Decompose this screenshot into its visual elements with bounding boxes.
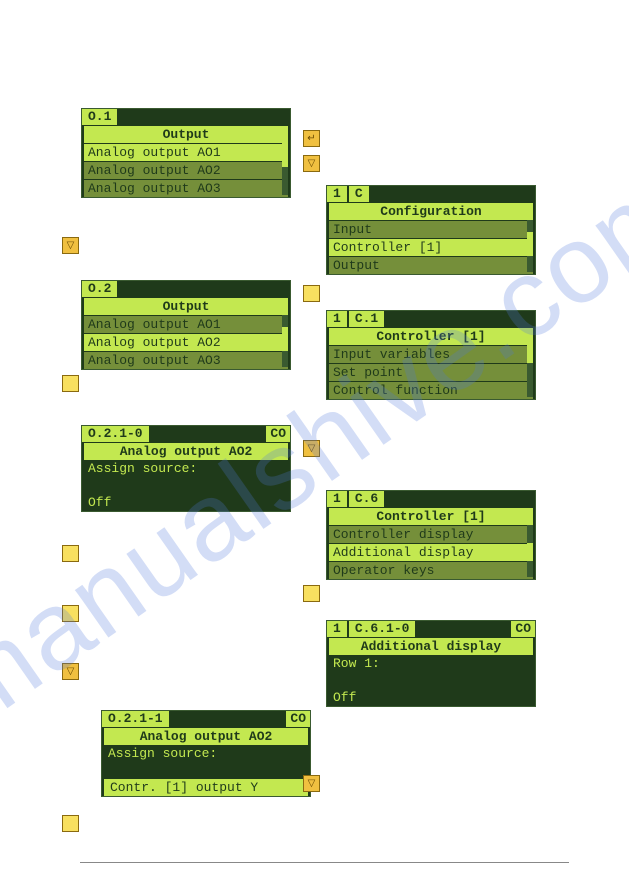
field-label: Row 1: [327, 655, 535, 672]
breadcrumb: O.2.1-0 [82, 426, 149, 442]
panel-title: Configuration [329, 203, 533, 220]
co-badge: CO [266, 426, 290, 442]
down-button[interactable]: ▽ [303, 440, 320, 457]
breadcrumb: O.2.1-1 [102, 711, 169, 727]
list-item[interactable]: Output [329, 257, 533, 274]
scrollbar[interactable] [527, 220, 533, 272]
breadcrumb: 1 [327, 621, 347, 637]
panel-o2: O.2 Output Analog output AO1 Analog outp… [81, 280, 291, 370]
list-item[interactable]: Analog output AO3 [84, 352, 288, 369]
down-button[interactable]: ▽ [303, 155, 320, 172]
list-item[interactable]: Input [329, 221, 533, 238]
breadcrumb: O.1 [82, 109, 117, 125]
breadcrumb: O.2 [82, 281, 117, 297]
breadcrumb: 1 [327, 311, 347, 327]
field-value[interactable]: Off [82, 494, 290, 511]
list-item[interactable]: Controller display [329, 526, 533, 543]
scrollbar[interactable] [282, 315, 288, 367]
list-item[interactable]: Analog output AO2 [84, 334, 288, 351]
list-item[interactable]: Control function [329, 382, 533, 399]
field-label: Assign source: [102, 745, 310, 762]
panel-title: Analog output AO2 [104, 728, 308, 745]
list-item[interactable]: Controller [1] [329, 239, 533, 256]
panel-c61-0: 1C.6.1-0 CO Additional display Row 1: Off [326, 620, 536, 707]
field-value[interactable]: Contr. [1] output Y [104, 779, 308, 796]
divider [80, 862, 569, 863]
co-badge: CO [511, 621, 535, 637]
nav-button[interactable] [303, 285, 320, 302]
scrollbar[interactable] [527, 345, 533, 397]
spacer [82, 477, 290, 494]
panel-title: Controller [1] [329, 508, 533, 525]
list-item[interactable]: Analog output AO3 [84, 180, 288, 197]
breadcrumb: C.1 [349, 311, 384, 327]
nav-button[interactable] [62, 375, 79, 392]
breadcrumb: 1 [327, 491, 347, 507]
nav-button[interactable] [62, 545, 79, 562]
list-item[interactable]: Analog output AO1 [84, 144, 288, 161]
panel-title: Additional display [329, 638, 533, 655]
spacer [102, 762, 310, 779]
down-button[interactable]: ▽ [62, 237, 79, 254]
list-item[interactable]: Set point [329, 364, 533, 381]
panel-title: Analog output AO2 [84, 443, 288, 460]
breadcrumb: C [349, 186, 369, 202]
breadcrumb: C.6.1-0 [349, 621, 416, 637]
panel-o21-1: O.2.1-1 CO Analog output AO2 Assign sourc… [101, 710, 311, 797]
scrollbar[interactable] [527, 525, 533, 577]
down-button[interactable]: ▽ [303, 775, 320, 792]
panel-o21-0: O.2.1-0 CO Analog output AO2 Assign sourc… [81, 425, 291, 512]
nav-button[interactable]: ↵ [303, 130, 320, 147]
spacer [327, 672, 535, 689]
panel-title: Controller [1] [329, 328, 533, 345]
list-item[interactable]: Analog output AO1 [84, 316, 288, 333]
panel-config: 1C Configuration Input Controller [1] Ou… [326, 185, 536, 275]
nav-button[interactable] [62, 605, 79, 622]
list-item[interactable]: Analog output AO2 [84, 162, 288, 179]
down-button[interactable]: ▽ [62, 663, 79, 680]
field-value[interactable]: Off [327, 689, 535, 706]
list-item[interactable]: Additional display [329, 544, 533, 561]
panel-title: Output [84, 298, 288, 315]
panel-title: Output [84, 126, 288, 143]
breadcrumb: 1 [327, 186, 347, 202]
nav-button[interactable] [303, 585, 320, 602]
co-badge: CO [286, 711, 310, 727]
panel-o1: O.1 Output Analog output AO1 Analog outp… [81, 108, 291, 198]
field-label: Assign source: [82, 460, 290, 477]
scrollbar[interactable] [282, 143, 288, 195]
breadcrumb: C.6 [349, 491, 384, 507]
panel-c6: 1C.6 Controller [1] Controller display A… [326, 490, 536, 580]
nav-button[interactable] [62, 815, 79, 832]
list-item[interactable]: Input variables [329, 346, 533, 363]
list-item[interactable]: Operator keys [329, 562, 533, 579]
panel-c1: 1C.1 Controller [1] Input variables Set … [326, 310, 536, 400]
